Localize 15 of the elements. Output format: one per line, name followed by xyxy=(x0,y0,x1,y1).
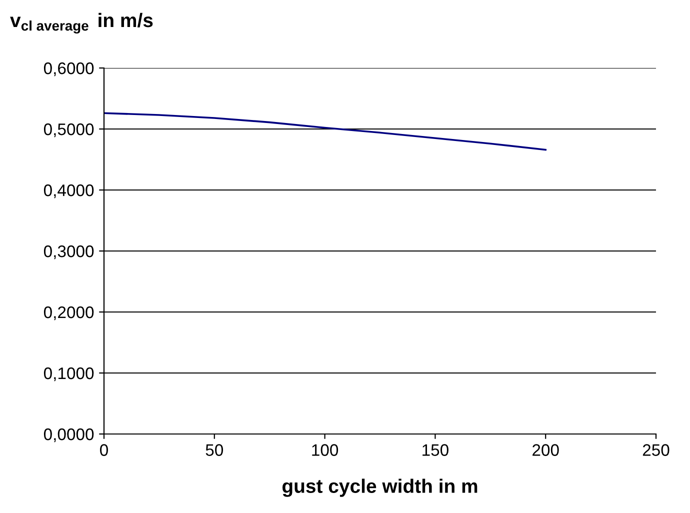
y-tick-label: 0,4000 xyxy=(44,184,94,198)
line-series xyxy=(104,112,547,151)
x-tick-label: 250 xyxy=(642,444,670,456)
x-tick-label: 50 xyxy=(206,444,224,456)
y-tick-label: 0,5000 xyxy=(44,123,94,138)
y-tick-label: 0,0000 xyxy=(44,428,94,442)
x-tick-label: 0 xyxy=(100,444,108,456)
x-tick-label: 150 xyxy=(422,444,448,456)
y-tick-label: 0,1000 xyxy=(44,367,94,382)
y-tick-label: 0,6000 xyxy=(44,62,94,76)
y-tick-label: 0,2000 xyxy=(44,306,94,320)
x-tick-label: 100 xyxy=(312,444,338,456)
x-axis-title: gust cycle width in m xyxy=(282,478,478,497)
x-tick-label: 200 xyxy=(532,444,559,456)
y-tick-label: 0,3000 xyxy=(44,245,94,260)
